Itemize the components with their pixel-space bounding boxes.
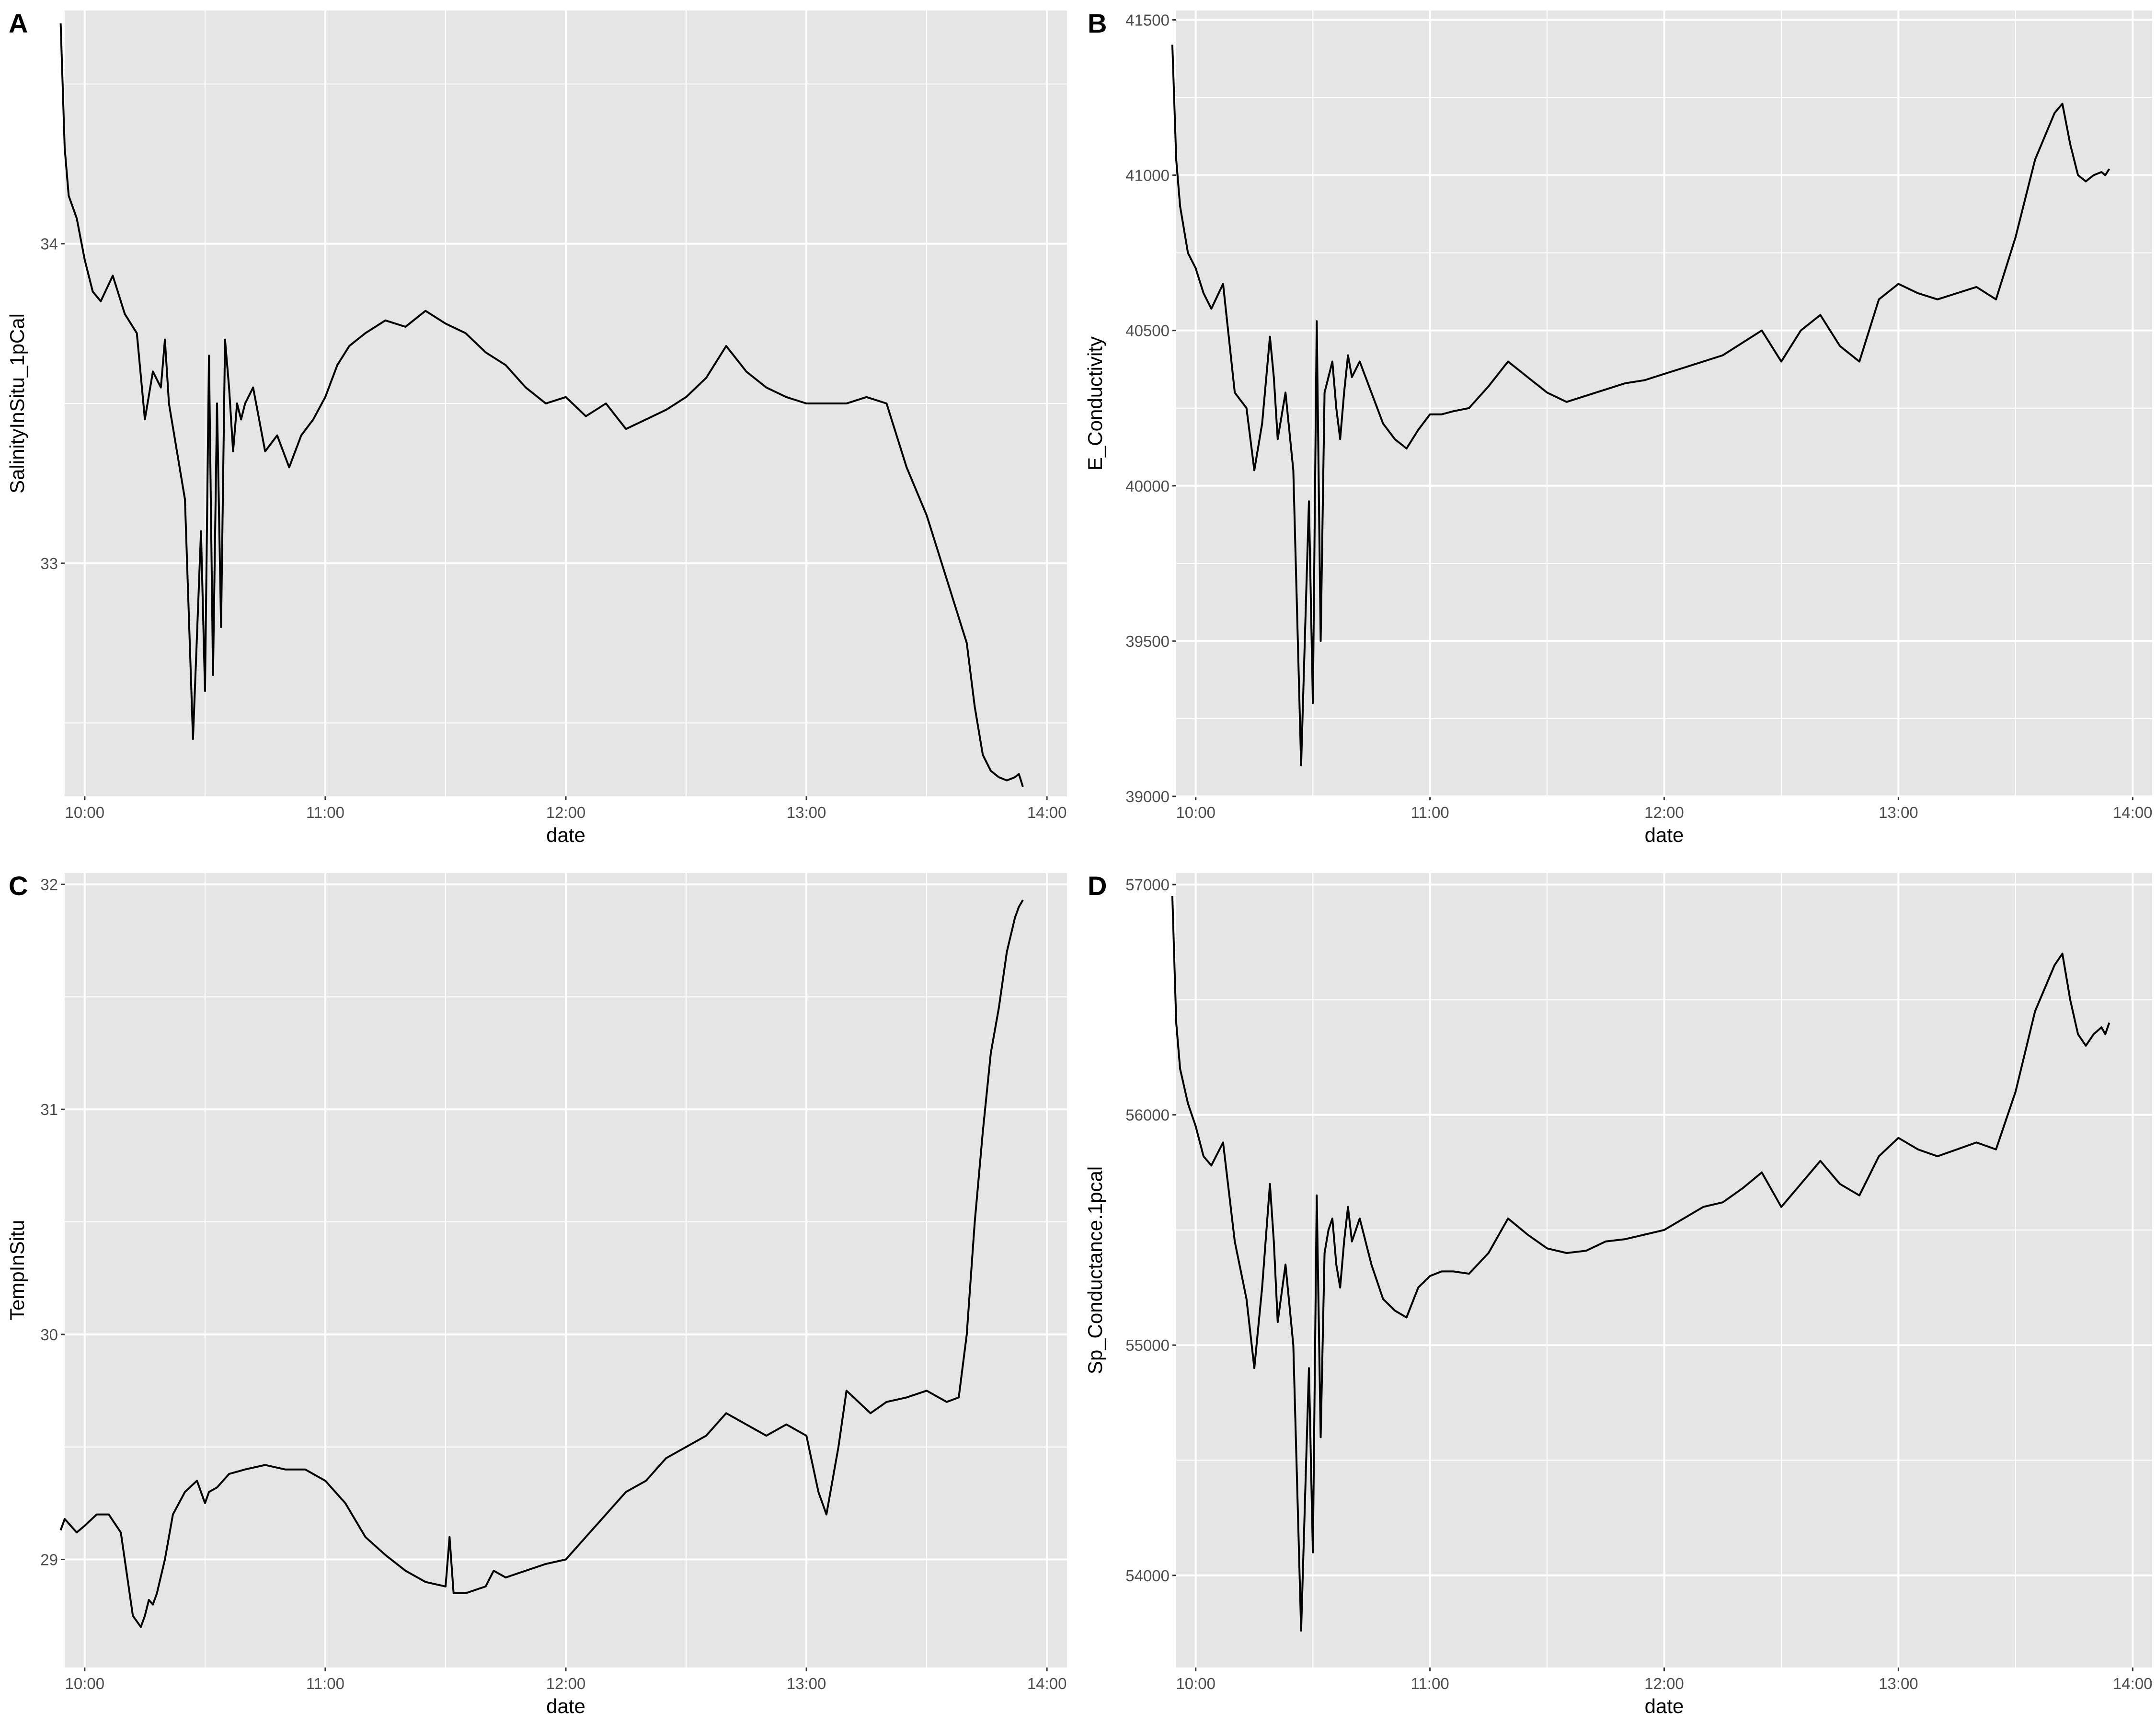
panel-c-y-tick-label: 29 bbox=[40, 1551, 58, 1569]
panel-c-x-tick-label: 14:00 bbox=[1027, 1675, 1067, 1692]
panel-a-series-line bbox=[59, 23, 1024, 787]
panel-a-y-tick-label: 34 bbox=[40, 235, 58, 253]
panel-d-x-tick-label: 11:00 bbox=[1411, 1675, 1449, 1692]
panel-a-tag: A bbox=[9, 8, 28, 38]
panel-c-y-tick-label: 31 bbox=[40, 1101, 58, 1118]
panel-b-x-tick-label: 13:00 bbox=[1879, 804, 1918, 821]
panel-d-series-line bbox=[1171, 896, 2110, 1632]
panel-c-x-tick-label: 10:00 bbox=[65, 1675, 105, 1692]
panel-b-y-tick-label: 39000 bbox=[1125, 788, 1170, 805]
panel-b: 10:00 11:00 12:00 13:00 14:00 39000 39500 40000… bbox=[1084, 8, 2153, 846]
panel-d: 10:00 11:00 12:00 13:00 14:00 54000 55000 56000… bbox=[1084, 871, 2153, 1717]
panel-d-x-tick-label: 12:00 bbox=[1644, 1675, 1684, 1692]
panel-b-y-axis-title: E_Conductivity bbox=[1084, 336, 1106, 471]
panel-a-y-axis-title: SalinityInSitu_1pCal bbox=[6, 313, 28, 494]
panel-d-y-tick-label: 54000 bbox=[1125, 1567, 1170, 1585]
panel-b-x-tick-label: 12:00 bbox=[1644, 804, 1684, 821]
panel-a-y-tick-label: 33 bbox=[40, 554, 58, 572]
panel-d-y-tick-label: 55000 bbox=[1125, 1336, 1170, 1354]
panel-a: 10:00 11:00 12:00 13:00 14:00 33 34 date Salinit… bbox=[6, 8, 1067, 846]
panel-c: 10:00 11:00 12:00 13:00 14:00 29 30 31 32 date Tem… bbox=[6, 871, 1067, 1717]
panel-c-x-tick-label: 13:00 bbox=[787, 1675, 826, 1692]
panel-b-y-tick-label: 39500 bbox=[1125, 632, 1170, 650]
panel-d-y-axis-title: Sp_Conductance.1pcal bbox=[1084, 1166, 1106, 1374]
panel-d-x-tick-label: 10:00 bbox=[1176, 1675, 1216, 1692]
panel-a-x-tick-label: 12:00 bbox=[546, 804, 586, 821]
panel-a-x-tick-label: 13:00 bbox=[787, 804, 826, 821]
panel-c-series-line bbox=[59, 899, 1024, 1628]
panel-a-x-tick-label: 14:00 bbox=[1027, 804, 1067, 821]
panel-a-x-tick-label: 10:00 bbox=[65, 804, 105, 821]
panel-d-x-tick-label: 13:00 bbox=[1879, 1675, 1918, 1692]
panel-b-x-tick-label: 14:00 bbox=[2113, 804, 2153, 821]
panel-d-x-axis-title: date bbox=[1645, 1695, 1684, 1717]
panel-c-y-tick-label: 32 bbox=[40, 875, 58, 893]
panel-c-x-axis-title: date bbox=[546, 1695, 585, 1717]
panel-c-x-tick-label: 11:00 bbox=[306, 1675, 344, 1692]
panel-d-y-tick-label: 56000 bbox=[1125, 1106, 1170, 1124]
panel-d-tag: D bbox=[1088, 871, 1107, 901]
panel-a-x-axis-title: date bbox=[546, 824, 585, 846]
panel-b-tag: B bbox=[1088, 8, 1107, 38]
panel-b-y-tick-label: 41000 bbox=[1125, 167, 1170, 184]
panel-b-y-tick-label: 41500 bbox=[1125, 11, 1170, 29]
panel-b-y-tick-label: 40000 bbox=[1125, 477, 1170, 495]
panel-c-y-axis-title: TempInSitu bbox=[6, 1220, 28, 1321]
panel-c-tag: C bbox=[9, 871, 28, 901]
panel-b-x-axis-title: date bbox=[1645, 824, 1684, 846]
panel-b-x-tick-label: 11:00 bbox=[1411, 804, 1449, 821]
panel-c-x-tick-label: 12:00 bbox=[546, 1675, 586, 1692]
panel-d-x-tick-label: 14:00 bbox=[2113, 1675, 2153, 1692]
panel-c-y-tick-label: 30 bbox=[40, 1326, 58, 1344]
panel-b-y-tick-label: 40500 bbox=[1125, 322, 1170, 340]
panel-a-x-tick-label: 11:00 bbox=[306, 804, 344, 821]
panel-b-x-tick-label: 10:00 bbox=[1176, 804, 1216, 821]
panel-d-y-tick-label: 57000 bbox=[1125, 876, 1170, 894]
panel-b-series-line bbox=[1171, 45, 2110, 767]
